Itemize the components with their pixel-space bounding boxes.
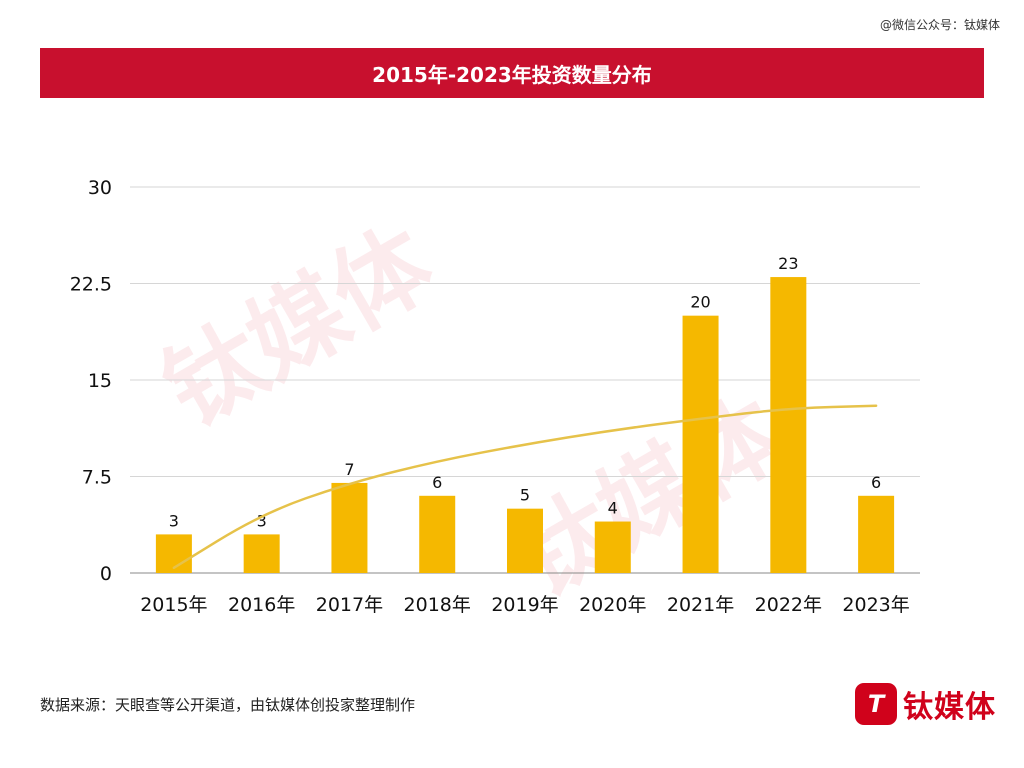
x-tick-label: 2016年 (228, 594, 295, 616)
data-label: 23 (778, 254, 798, 273)
y-tick-label: 30 (88, 177, 112, 199)
title-bar: 2015年-2023年投资数量分布 (40, 48, 984, 98)
bar (858, 495, 895, 573)
bar (419, 495, 456, 573)
x-tick-label: 2017年 (316, 594, 383, 616)
bar (770, 277, 807, 573)
bar (243, 534, 280, 573)
brand-logo: T 钛媒体 (855, 682, 996, 726)
y-tick-label: 7.5 (82, 467, 112, 489)
trend-line (172, 404, 878, 570)
data-label: 6 (871, 473, 881, 492)
y-tick-label: 0 (100, 563, 112, 585)
bar (507, 508, 543, 573)
data-label: 6 (432, 473, 442, 492)
x-tick-label: 2021年 (667, 594, 734, 616)
x-tick-label: 2018年 (404, 594, 471, 616)
x-tick-label: 2019年 (491, 594, 558, 616)
logo-text: 钛媒体 (903, 690, 996, 725)
data-source-note: 数据来源：天眼查等公开渠道，由钛媒体创投家整理制作 (40, 696, 416, 714)
x-tick-label: 2020年 (579, 594, 646, 616)
chart-title: 2015年-2023年投资数量分布 (372, 62, 652, 87)
bar (331, 482, 368, 573)
x-tick-label: 2022年 (755, 594, 822, 616)
logo-mark-icon: T (855, 683, 897, 725)
y-tick-label: 22.5 (70, 274, 112, 296)
x-tick-label: 2023年 (842, 594, 909, 616)
bar (594, 521, 631, 573)
data-label: 4 (608, 499, 618, 518)
y-tick-label: 15 (88, 370, 112, 392)
data-label: 7 (344, 460, 354, 479)
data-label: 20 (690, 293, 710, 312)
logo-mark-text: T (867, 690, 885, 718)
wechat-account-label: @微信公众号：钛媒体 (879, 18, 1000, 32)
bar (682, 315, 719, 573)
x-tick-label: 2015年 (140, 594, 207, 616)
data-label: 3 (257, 511, 267, 530)
data-label: 5 (520, 486, 530, 505)
data-label: 3 (169, 511, 179, 530)
